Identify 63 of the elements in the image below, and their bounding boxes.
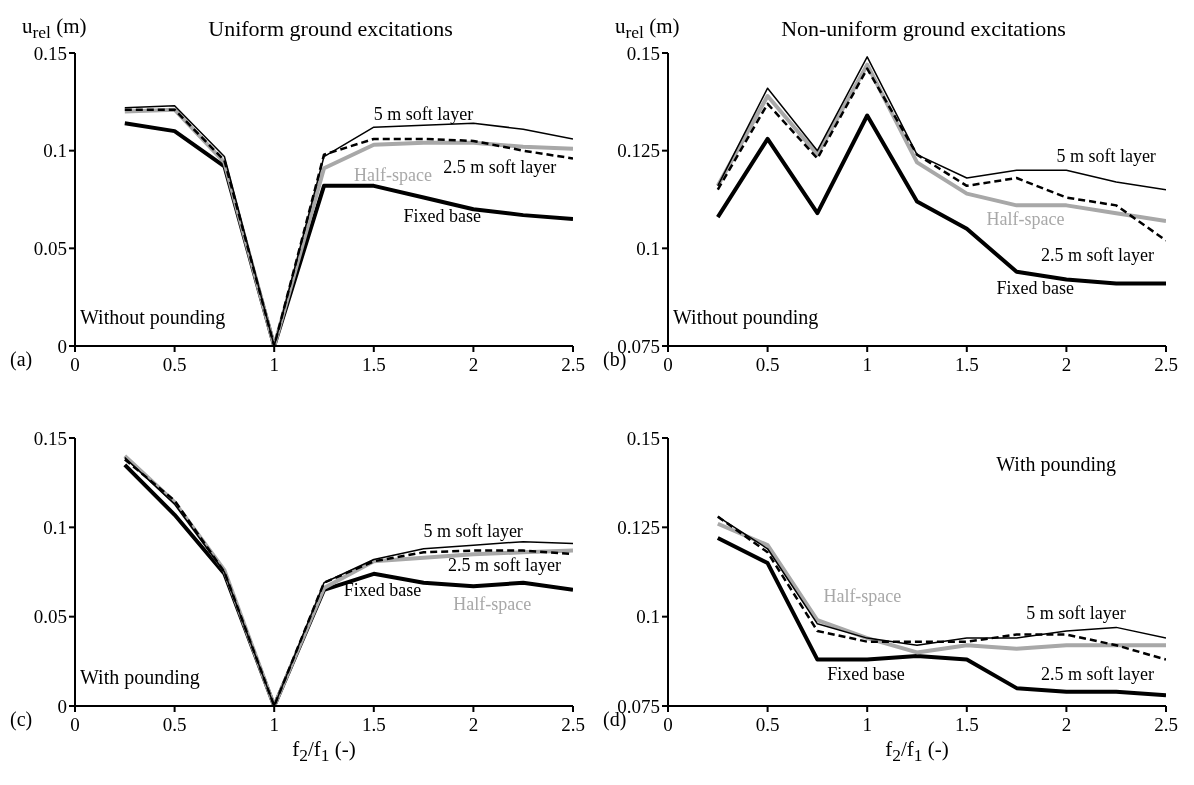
x-tick-label: 1 xyxy=(862,354,872,376)
annotation: Without pounding xyxy=(673,306,819,329)
x-tick-label: 2 xyxy=(468,354,479,376)
x-tick-label: 1.5 xyxy=(954,714,979,736)
y-tick-label: 0.125 xyxy=(617,517,660,539)
annotation: With pounding xyxy=(80,666,200,689)
series-label: 2.5 m soft layer xyxy=(1041,663,1154,684)
line-series xyxy=(715,536,1166,698)
x-tick-label: 2 xyxy=(468,714,479,736)
x-tick-label: 2.5 xyxy=(1154,714,1178,736)
series-label: 2.5 m soft layer xyxy=(443,156,557,177)
series-label: 5 m soft layer xyxy=(1056,146,1156,167)
annotation: Without pounding xyxy=(80,306,226,329)
x-tick-label: 1 xyxy=(862,714,872,736)
y-axis-title: u$_{rel}$ (m) xyxy=(22,14,87,44)
x-tick-label: 2.5 xyxy=(1154,354,1178,376)
series-label: Fixed base xyxy=(343,579,422,600)
x-tick-label: 2 xyxy=(1061,354,1072,376)
series-label: Half-space xyxy=(823,586,902,607)
x-axis-title: f$_{2}$/f$_{1}$ (-) xyxy=(884,736,950,766)
series-label: 5 m soft layer xyxy=(373,104,474,125)
series-label: Fixed base xyxy=(403,205,482,226)
chart-title: Uniform ground excitations xyxy=(208,16,453,41)
series-label: 2.5 m soft layer xyxy=(448,555,561,576)
x-tick-label: 0.5 xyxy=(755,354,780,376)
y-tick-label: 0.05 xyxy=(33,606,67,628)
series-label: Fixed base xyxy=(827,663,905,684)
text: (c) xyxy=(10,708,33,731)
x-tick-label: 2.5 xyxy=(561,354,585,376)
x-tick-label: 1.5 xyxy=(954,354,979,376)
x-tick-label: 0.5 xyxy=(162,714,187,736)
y-tick-label: 0.05 xyxy=(33,238,67,260)
x-axis-title: f$_{2}$/f$_{1}$ (-) xyxy=(291,736,357,766)
x-tick-label: 0.5 xyxy=(162,354,187,376)
x-tick-label: 1 xyxy=(269,714,279,736)
y-tick-label: 0 xyxy=(57,335,67,357)
series-label: Fixed base xyxy=(996,277,1075,298)
y-tick-label: 0.15 xyxy=(626,427,660,449)
y-tick-label: 0 xyxy=(57,695,67,717)
x-tick-label: 2.5 xyxy=(561,714,585,736)
series-label: 5 m soft layer xyxy=(423,521,523,542)
y-tick-label: 0.15 xyxy=(626,42,660,64)
y-tick-label: 0.1 xyxy=(636,606,660,628)
y-tick-label: 0.15 xyxy=(33,427,67,449)
series-label: 2.5 m soft layer xyxy=(1041,244,1154,265)
series-label: Half-space xyxy=(986,209,1065,230)
y-axis-title: u$_{rel}$ (m) xyxy=(615,14,680,44)
x-tick-label: 0.5 xyxy=(755,714,780,736)
x-tick-label: 1.5 xyxy=(361,714,386,736)
y-tick-label: 0.125 xyxy=(617,140,660,162)
x-tick-label: 1 xyxy=(269,354,279,376)
x-tick-label: 1.5 xyxy=(361,354,386,376)
y-tick-label: 0.1 xyxy=(43,140,67,162)
y-tick-label: 0.15 xyxy=(33,42,67,64)
x-tick-label: 2 xyxy=(1061,714,1072,736)
series-label: 5 m soft layer xyxy=(1026,603,1126,624)
chart-title: Non-uniform ground excitations xyxy=(781,16,1066,41)
y-tick-label: 0.1 xyxy=(636,238,660,260)
series-label: Half-space xyxy=(354,165,432,186)
text: (a) xyxy=(10,348,33,371)
text: Half-space xyxy=(453,594,532,615)
y-tick-label: 0.1 xyxy=(43,517,67,539)
annotation: With pounding xyxy=(996,453,1116,476)
